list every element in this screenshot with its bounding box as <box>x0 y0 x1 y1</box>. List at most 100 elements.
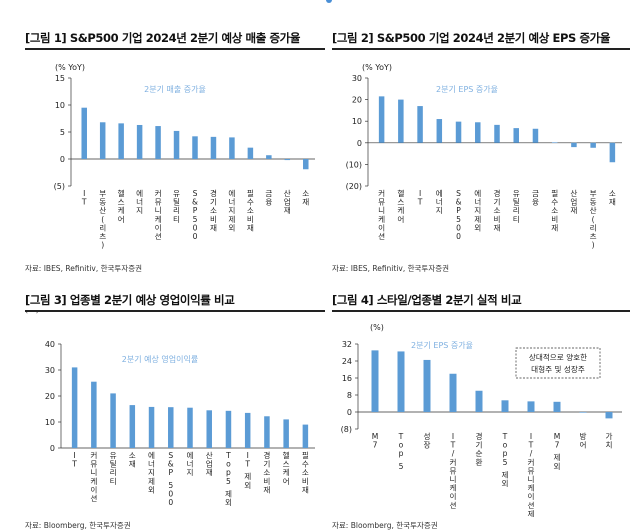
unit-label: (%) <box>370 323 384 332</box>
unit-label: (% YoY) <box>55 63 85 72</box>
y-tick-label: 10 <box>55 101 65 110</box>
series-label: 2분기 EPS 증가율 <box>411 341 473 350</box>
bar <box>551 142 558 143</box>
y-tick-label: 16 <box>342 374 352 383</box>
y-tick-label: 0 <box>60 155 65 164</box>
bar <box>99 122 106 159</box>
bar <box>553 401 561 412</box>
bar <box>110 393 116 448</box>
bar <box>571 142 577 148</box>
bar <box>148 406 155 448</box>
chart-1-plot: (% YoY) (5) 0 5 10 15 2분기 매출 증가율 I T 부 동 산(리 츠) 헬 스 케 어 에… <box>54 63 315 250</box>
bar <box>532 128 539 143</box>
y-tick-label: 8 <box>347 391 352 400</box>
bar <box>579 412 587 413</box>
chart-4-plot: (%) (8) 0 8 16 24 32 2분기 EPS 증가율 M 7 T o p 5 성 장 I T / 커 뮤 니… <box>341 323 622 517</box>
y-tick-label: 0 <box>347 408 352 417</box>
bar <box>302 424 309 448</box>
annotation-text: 상대적으로 양호한 대형주 및 성장주 <box>529 352 587 374</box>
chart-source: 자료: IBES, Refinitiv, 한국투자증권 <box>332 264 450 273</box>
y-tick-label: 30 <box>45 366 55 375</box>
chart-source: 자료: Bloomberg, 한국투자증권 <box>25 521 131 530</box>
y-tick-label: 40 <box>45 340 55 349</box>
series-label: 2분기 매출 증가율 <box>144 84 206 94</box>
x-category-label: 부 동 산(리 츠) <box>99 189 106 250</box>
bar <box>455 121 462 143</box>
y-tick-label: 0 <box>50 444 55 453</box>
chart-panel-2: [그림 2] S&P500 기업 2024년 2분기 예상 EPS 증가율 (%… <box>332 30 630 273</box>
series-label: 2분기 예상 영업이익률 <box>122 354 198 364</box>
bar <box>91 381 97 448</box>
y-tick-label: 32 <box>342 340 352 349</box>
bar <box>501 400 509 412</box>
unit-label: (%) <box>25 312 39 314</box>
y-tick-label: 0 <box>357 139 362 148</box>
bar <box>210 136 217 159</box>
bar <box>71 367 78 448</box>
bar <box>173 130 180 159</box>
bar <box>590 142 596 148</box>
y-tick-label: (10) <box>346 160 362 169</box>
chart-source: 자료: Bloomberg, 한국투자증권 <box>332 521 438 530</box>
bar <box>129 405 136 448</box>
y-tick-label: (8) <box>341 425 352 434</box>
y-tick-label: 24 <box>342 357 352 366</box>
unit-label: (% YoY) <box>362 63 392 72</box>
chart-title: [그림 4] 스타일/업종별 2분기 실적 비교 <box>332 292 630 312</box>
chart-title: [그림 3] 업종별 2분기 예상 영업이익률 비교 <box>25 292 325 312</box>
y-tick-label: 15 <box>55 74 65 83</box>
bar <box>225 410 232 448</box>
chart-panel-3: [그림 3] 업종별 2분기 예상 영업이익률 비교 (%) 0 10 20 30 40 2… <box>25 292 325 532</box>
bar <box>168 407 174 448</box>
chart-title: [그림 1] S&P500 기업 2024년 2분기 예상 매출 증가율 <box>25 30 325 50</box>
x-category-label: S & P 5 0 0 <box>456 189 462 241</box>
y-tick-label: 20 <box>352 96 362 105</box>
bar <box>475 390 483 412</box>
bar <box>81 107 87 159</box>
chart-panel-4: [그림 4] 스타일/업종별 2분기 실적 비교 (%) (8) 0 8 16 24 32 2… <box>332 292 630 532</box>
bar <box>378 96 385 143</box>
bar <box>206 410 212 448</box>
bar <box>266 155 272 159</box>
bar <box>247 147 254 159</box>
bar <box>527 401 535 412</box>
bar <box>449 373 457 412</box>
bar <box>398 99 404 143</box>
bar <box>436 119 443 143</box>
bar <box>397 351 405 412</box>
bar <box>605 412 613 419</box>
y-tick-label: 30 <box>352 74 362 83</box>
bar <box>229 137 235 159</box>
bar <box>244 412 251 448</box>
y-tick-label: 10 <box>45 418 55 427</box>
y-tick-label: (5) <box>54 182 65 191</box>
